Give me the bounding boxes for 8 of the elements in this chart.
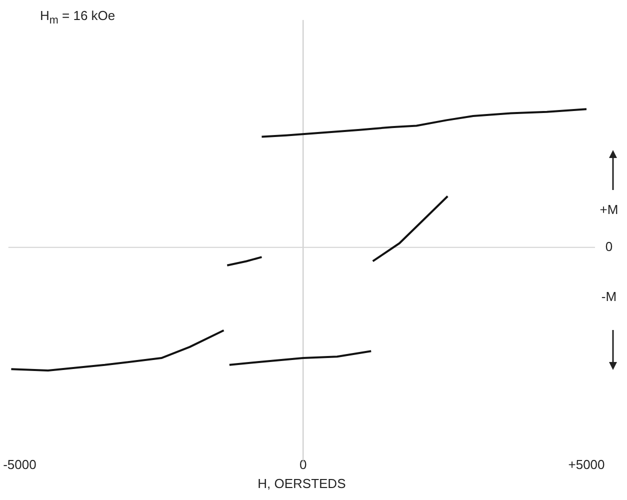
chart-title: H$_{m}$ = 16 kOe <box>40 8 116 27</box>
x-tick-label: -5000 <box>3 457 36 472</box>
x-axis-title: H, OERSTEDS <box>258 476 346 491</box>
x-tick-label: +5000 <box>568 457 605 472</box>
text: 0 <box>605 238 613 254</box>
x-tick-label: 0 <box>299 457 307 472</box>
text: +M <box>600 202 618 217</box>
text: -M <box>601 288 617 304</box>
